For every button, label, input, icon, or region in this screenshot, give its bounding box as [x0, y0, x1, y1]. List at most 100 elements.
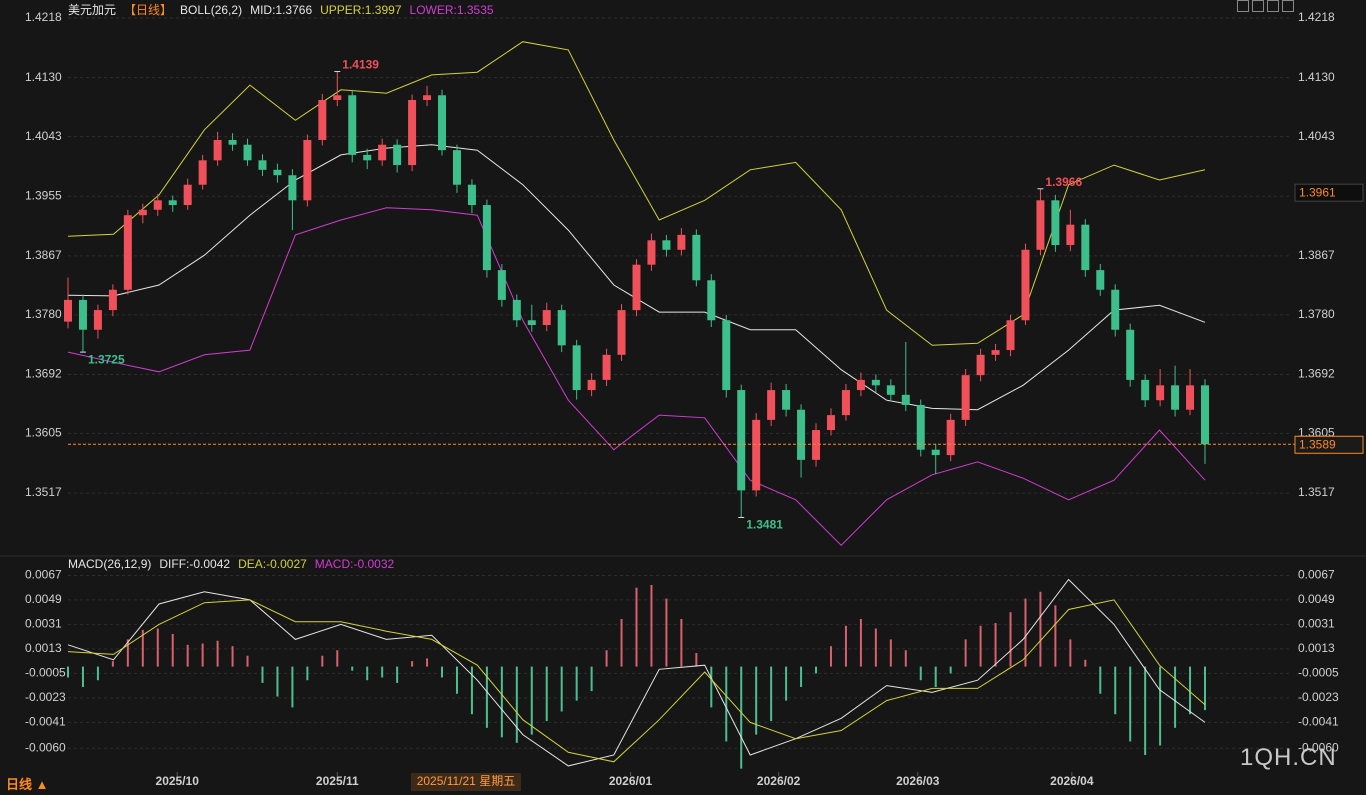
histogram-bar — [590, 666, 593, 692]
y-tick-label: 1.3780 — [1298, 307, 1335, 321]
y-tick-label: 1.3867 — [1298, 248, 1335, 262]
legend-entry: MID:1.3766 — [250, 2, 313, 17]
y-tick-label: -0.0041 — [1298, 715, 1339, 729]
candle-body — [1111, 289, 1120, 330]
candle-body — [677, 234, 686, 250]
candle-body — [78, 299, 87, 330]
candle-body — [767, 390, 776, 420]
y-tick-label: 0.0013 — [1298, 641, 1335, 655]
icon[interactable] — [1282, 0, 1294, 12]
y-tick-label: 0.0067 — [25, 568, 62, 582]
histogram-bar — [261, 666, 264, 683]
histogram-bar — [321, 655, 324, 667]
candle-body — [916, 404, 925, 450]
histogram-bar — [964, 639, 967, 667]
histogram-bar — [1084, 659, 1087, 667]
x-tick-label: 2026/03 — [896, 774, 940, 788]
histogram-bar — [605, 650, 608, 667]
histogram-bar — [575, 666, 578, 701]
histogram-bar — [1189, 666, 1192, 715]
histogram-bar — [171, 633, 174, 667]
y-tick-label: 1.4043 — [25, 129, 62, 143]
icon[interactable] — [1237, 0, 1249, 12]
histogram-bar — [874, 628, 877, 667]
histogram-bar — [889, 639, 892, 667]
icon[interactable] — [1267, 0, 1279, 12]
candle-body — [288, 175, 297, 201]
y-tick-label: -0.0023 — [1298, 690, 1339, 704]
y-tick-label: 1.3605 — [25, 426, 62, 440]
candle-body — [752, 419, 761, 491]
candle-body — [1081, 224, 1090, 271]
candle-body — [886, 385, 895, 395]
y-tick-label: 1.3517 — [25, 485, 62, 499]
candle-body — [692, 234, 701, 281]
histogram-bar — [560, 666, 563, 712]
histogram-bar — [246, 655, 249, 667]
candle-body — [153, 200, 162, 210]
histogram-bar — [500, 666, 503, 738]
histogram-bar — [620, 618, 623, 667]
candle-body — [617, 310, 626, 355]
candle-body — [1006, 320, 1015, 351]
candle-body — [602, 354, 611, 380]
histogram-bar — [126, 639, 129, 667]
histogram-bar — [1114, 666, 1117, 715]
histogram-bar — [680, 618, 683, 667]
histogram-bar — [904, 650, 907, 667]
extreme-label: 1.3481 — [746, 518, 783, 532]
candle-body — [512, 299, 521, 321]
candle-body — [662, 240, 671, 250]
candle-body — [991, 350, 1000, 355]
histogram-bar — [441, 666, 444, 678]
y-tick-label: 0.0031 — [1298, 617, 1335, 631]
candle-body — [393, 144, 402, 166]
candle-body — [1171, 385, 1180, 410]
histogram-bar — [1009, 612, 1012, 667]
histogram-bar — [96, 666, 99, 681]
y-tick-label: 0.0049 — [25, 592, 62, 606]
y-tick-label: 0.0031 — [25, 617, 62, 631]
histogram-bar — [336, 650, 339, 667]
candle-body — [408, 100, 417, 166]
candle-body — [946, 419, 955, 456]
histogram-bar — [455, 666, 458, 694]
histogram-bar — [201, 643, 204, 667]
histogram-bar — [530, 666, 533, 735]
candle-body — [572, 345, 581, 391]
candle-body — [782, 390, 791, 410]
legend-entry: DEA:-0.0027 — [238, 557, 307, 571]
histogram-bar — [934, 666, 937, 688]
candle-body — [1096, 270, 1105, 290]
histogram-bar — [470, 666, 473, 715]
histogram-bar — [725, 666, 728, 742]
y-tick-label: 1.4130 — [1298, 70, 1335, 84]
y-tick-label: 1.4043 — [1298, 129, 1335, 143]
candle-body — [871, 379, 880, 386]
period-button[interactable]: 日线 ▲ — [6, 777, 49, 792]
candle-body — [812, 430, 821, 460]
macd-title: MACD(26,12,9) — [68, 557, 152, 571]
histogram-bar — [665, 598, 668, 667]
legend-entry: LOWER:1.3535 — [409, 2, 494, 17]
histogram-bar — [635, 587, 638, 667]
histogram-bar — [306, 666, 309, 681]
crosshair-date-box — [410, 773, 521, 791]
indicator[interactable]: BOLL(26,2) — [180, 2, 243, 17]
candle-body — [482, 205, 491, 271]
period[interactable]: 【日线】 — [124, 3, 173, 17]
candle-body — [587, 379, 596, 391]
histogram-bar — [485, 666, 488, 728]
candle-body — [258, 160, 267, 170]
histogram-bar — [515, 666, 518, 743]
icon[interactable] — [1252, 0, 1264, 12]
y-tick-label: 1.3780 — [25, 307, 62, 321]
x-tick-label: 2026/01 — [609, 774, 653, 788]
extreme-label: 1.3725 — [88, 352, 125, 366]
legend-entry: MACD:-0.0032 — [314, 557, 395, 571]
y-tick-label: 1.3692 — [25, 367, 62, 381]
histogram-bar — [1099, 666, 1102, 694]
histogram-bar — [1174, 666, 1177, 728]
histogram-bar — [979, 625, 982, 667]
candle-body — [467, 184, 476, 206]
